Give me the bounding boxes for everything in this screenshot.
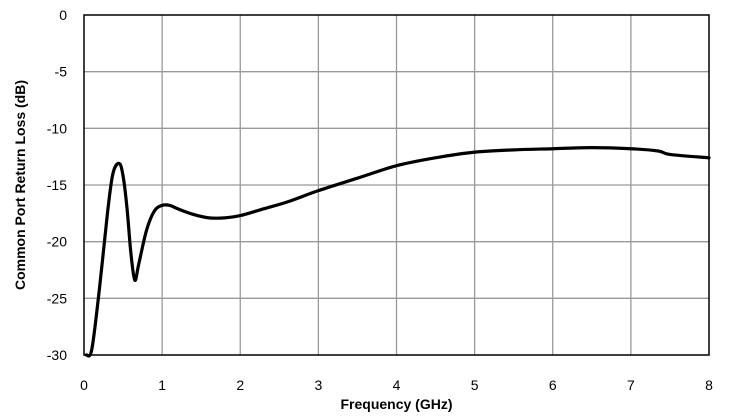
x-axis-title: Frequency (GHz): [340, 396, 452, 412]
x-tick-label: 4: [393, 377, 401, 393]
x-tick-label: 6: [549, 377, 557, 393]
y-tick-label: -15: [47, 177, 67, 193]
y-tick-label: 0: [59, 7, 67, 23]
x-tick-labels: 0 1 2 3 4 5 6 7 8: [80, 377, 713, 393]
x-tick-label: 8: [705, 377, 713, 393]
x-tick-label: 5: [471, 377, 479, 393]
x-tick-label: 7: [627, 377, 635, 393]
y-tick-label: -30: [47, 347, 67, 363]
y-tick-label: -5: [55, 64, 68, 80]
grid-lines: [84, 15, 709, 355]
plot-border: [83, 14, 710, 356]
y-tick-label: -10: [47, 120, 67, 136]
series-layer: [84, 146, 711, 358]
return-loss-series-line: [84, 146, 711, 358]
x-tick-label: 2: [236, 377, 244, 393]
y-tick-label: -25: [47, 290, 67, 306]
x-tick-label: 0: [80, 377, 88, 393]
x-tick-label: 3: [314, 377, 322, 393]
y-tick-labels: 0 -5 -10 -15 -20 -25 -30: [47, 7, 67, 363]
x-tick-label: 1: [158, 377, 166, 393]
y-tick-label: -20: [47, 234, 67, 250]
y-axis-title: Common Port Return Loss (dB): [12, 80, 28, 290]
